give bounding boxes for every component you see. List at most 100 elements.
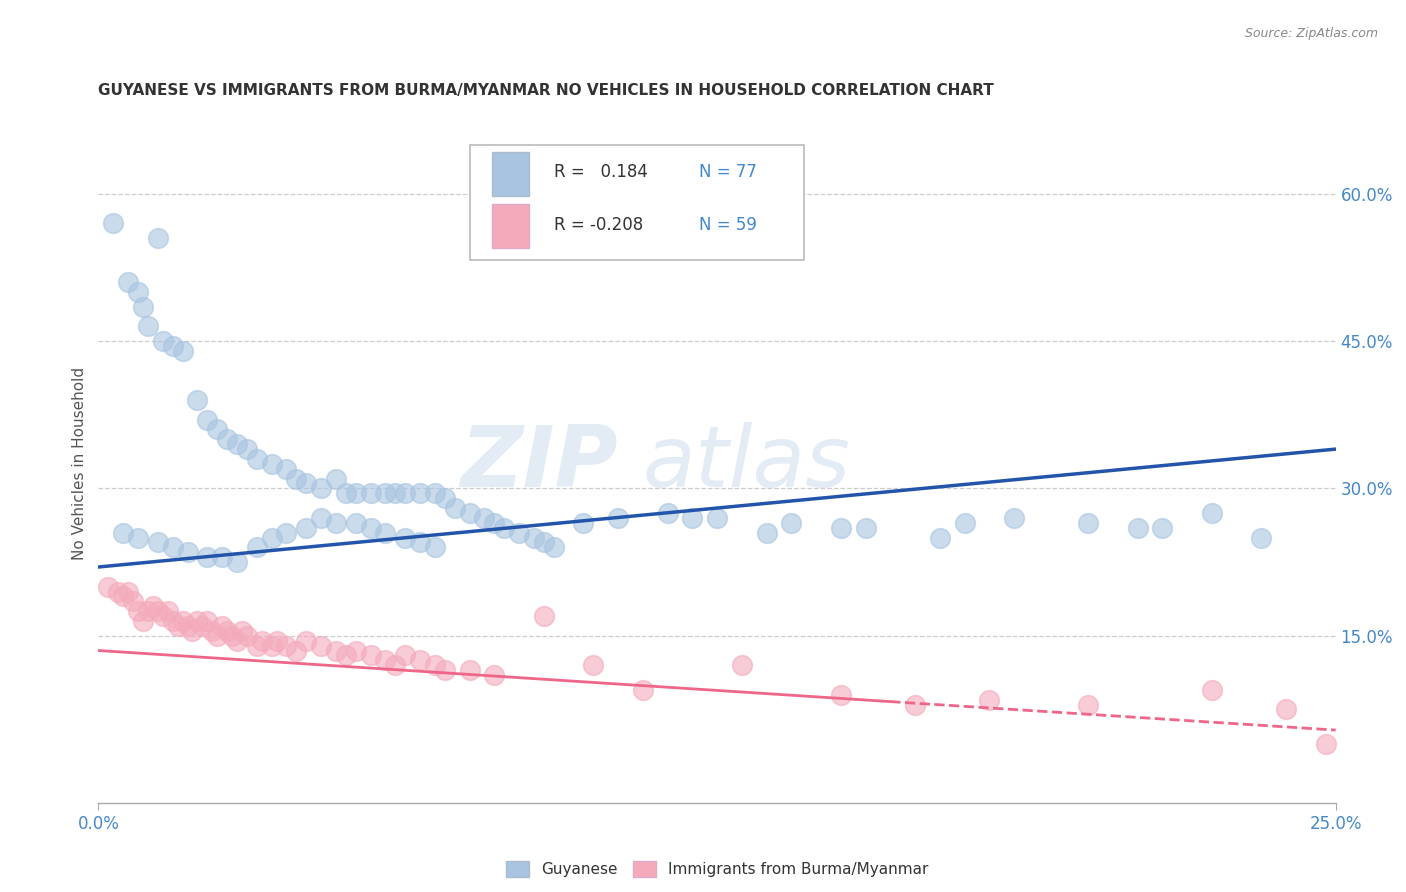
Point	[276, 462, 298, 476]
Point	[260, 531, 283, 545]
Point	[136, 604, 159, 618]
Text: ZIP: ZIP	[460, 422, 619, 506]
Point	[231, 624, 253, 638]
Point	[458, 663, 481, 677]
Point	[1201, 506, 1223, 520]
Point	[127, 604, 149, 618]
Point	[211, 619, 233, 633]
Point	[97, 580, 120, 594]
Point	[201, 624, 224, 638]
Point	[152, 334, 174, 348]
Point	[236, 442, 259, 456]
Text: N = 77: N = 77	[699, 163, 756, 181]
Point	[474, 511, 496, 525]
Point	[136, 319, 159, 334]
Point	[631, 682, 654, 697]
FancyBboxPatch shape	[470, 145, 804, 260]
Point	[246, 639, 269, 653]
Point	[1250, 531, 1272, 545]
Point	[250, 633, 273, 648]
Point	[830, 688, 852, 702]
Point	[309, 511, 332, 525]
Point	[582, 658, 605, 673]
Point	[146, 535, 169, 549]
Point	[221, 629, 243, 643]
Point	[433, 663, 456, 677]
Point	[156, 604, 179, 618]
Point	[904, 698, 927, 712]
Point	[335, 486, 357, 500]
Point	[191, 619, 214, 633]
Point	[217, 432, 239, 446]
Point	[226, 555, 249, 569]
Y-axis label: No Vehicles in Household: No Vehicles in Household	[72, 368, 87, 560]
Point	[523, 531, 546, 545]
Point	[176, 619, 198, 633]
Point	[681, 511, 703, 525]
Point	[211, 550, 233, 565]
Point	[706, 511, 728, 525]
Point	[1152, 521, 1174, 535]
Point	[236, 629, 259, 643]
Point	[384, 658, 406, 673]
Point	[1201, 682, 1223, 697]
Point	[295, 476, 318, 491]
Point	[260, 639, 283, 653]
Point	[246, 541, 269, 555]
Text: GUYANESE VS IMMIGRANTS FROM BURMA/MYANMAR NO VEHICLES IN HOUSEHOLD CORRELATION C: GUYANESE VS IMMIGRANTS FROM BURMA/MYANMA…	[98, 83, 994, 98]
Point	[217, 624, 239, 638]
Point	[543, 541, 565, 555]
Point	[394, 648, 416, 663]
Point	[384, 486, 406, 500]
Text: R = -0.208: R = -0.208	[554, 216, 643, 235]
Point	[152, 609, 174, 624]
Point	[433, 491, 456, 506]
Point	[195, 412, 218, 426]
Point	[979, 692, 1001, 706]
Point	[195, 550, 218, 565]
Point	[285, 472, 308, 486]
Point	[360, 648, 382, 663]
Point	[755, 525, 778, 540]
Point	[1315, 737, 1337, 751]
Point	[260, 457, 283, 471]
Point	[176, 545, 198, 559]
Point	[276, 525, 298, 540]
Point	[508, 525, 530, 540]
Point	[162, 541, 184, 555]
Point	[423, 486, 446, 500]
Point	[295, 521, 318, 535]
Point	[186, 614, 208, 628]
Point	[1275, 702, 1298, 716]
Point	[374, 653, 396, 667]
Point	[146, 231, 169, 245]
Point	[494, 521, 516, 535]
Point	[127, 531, 149, 545]
Point	[246, 451, 269, 466]
Point	[226, 633, 249, 648]
Point	[205, 422, 228, 436]
Point	[780, 516, 803, 530]
Point	[325, 516, 347, 530]
Point	[295, 633, 318, 648]
Point	[325, 472, 347, 486]
Point	[1077, 516, 1099, 530]
Point	[374, 486, 396, 500]
Point	[1126, 521, 1149, 535]
Point	[533, 535, 555, 549]
Point	[657, 506, 679, 520]
Point	[162, 339, 184, 353]
Point	[394, 486, 416, 500]
Point	[103, 216, 125, 230]
Point	[533, 609, 555, 624]
Text: atlas: atlas	[643, 422, 851, 506]
Point	[146, 604, 169, 618]
Point	[855, 521, 877, 535]
Point	[276, 639, 298, 653]
Point	[374, 525, 396, 540]
Point	[112, 525, 135, 540]
Point	[195, 614, 218, 628]
Text: N = 59: N = 59	[699, 216, 756, 235]
Point	[132, 614, 155, 628]
Point	[309, 482, 332, 496]
